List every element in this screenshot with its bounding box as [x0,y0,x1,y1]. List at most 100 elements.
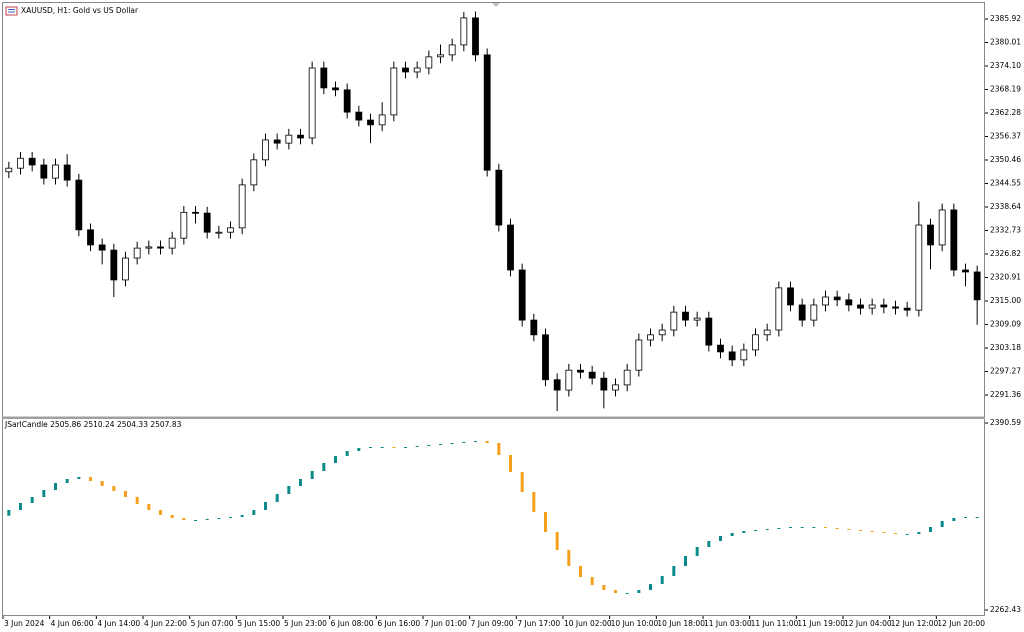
candle-body [147,503,151,510]
candle-body [964,516,967,518]
candle-body [122,257,129,281]
candle-body [378,114,386,126]
candle-body [588,371,596,379]
candle-body [285,134,293,144]
candle-body [917,531,921,534]
candle-body [868,304,876,309]
candle-body [205,518,209,520]
candle-body [695,546,699,556]
candle-body [590,576,594,585]
candle-body [474,441,477,443]
y-tick-label: 2326.82 [990,249,1021,258]
symbol-icon [5,6,18,16]
candle-body [100,480,104,486]
candle-body [110,249,118,281]
candle-body [719,535,722,541]
candle-body [460,17,468,46]
plot-frame [2,2,985,616]
y-tick-label: 2309.09 [990,320,1021,329]
candle-body [705,317,713,346]
candle-body [497,443,501,455]
candle-body [530,319,538,336]
candle-body [542,334,549,381]
candle-body [847,528,851,530]
candle-body [124,490,127,497]
candle-body [637,589,641,593]
candle-body [437,54,444,58]
candle-body [262,139,269,161]
candle-body [299,479,302,486]
x-tick-label: 4 Jun 06:00 [51,619,94,628]
candle-body [812,526,816,528]
candle-body [217,517,221,519]
symbol-title: XAUUSD, H1: Gold vs US Dollar [21,6,139,15]
candle-body [915,224,923,311]
candle-body [658,329,666,336]
candle-body [717,344,724,353]
x-tick-label: 7 Jun 17:00 [517,619,560,628]
candle-body [940,520,944,527]
candle-body [670,311,678,331]
x-tick-label: 12 Jun 04:00 [844,619,892,628]
candle-body [845,299,853,306]
candle-body [157,246,164,249]
candle-body [579,565,582,577]
candle-body [684,555,687,566]
candle-body [229,516,232,518]
candle-body [215,231,223,234]
candle-body [742,530,746,533]
candle-body [273,139,281,144]
candle-body [227,227,234,233]
candle-body [952,517,956,521]
candle-body [903,307,911,311]
y-tick-label: 2320.91 [990,273,1021,282]
candle-body [544,511,547,532]
y-tick-label: 2390.59 [990,418,1021,427]
candle-body [182,517,186,520]
candle-body [775,287,783,331]
candle-body [17,157,24,169]
candle-body [789,526,792,528]
candle-body [835,527,839,529]
candle-body [112,485,116,491]
candle-body [40,164,48,179]
y-tick-label: 2303.18 [990,343,1021,352]
candle-body [135,496,139,504]
y-tick-label: 2291.36 [990,390,1021,399]
y-tick-label: 2374.10 [990,61,1021,70]
candle-body [322,462,326,471]
candle-body [754,529,757,531]
candle-body [250,159,258,186]
x-tick-label: 4 Jun 22:00 [144,619,187,628]
y-tick-label: 2332.73 [990,225,1021,234]
candle-body [308,67,316,139]
candle-body [660,575,664,584]
candle-body [859,529,862,531]
candle-body [730,532,734,536]
candle-body [345,450,349,456]
candle-body [495,169,503,226]
candle-body [413,67,421,73]
indicator-title: JSarlCandle 2505.86 2510.24 2504.33 2507… [4,420,182,429]
candle-body [647,334,654,341]
candle-body [390,67,398,116]
candle-body [938,209,946,246]
candle-body [752,334,759,351]
candle-body [427,445,431,447]
candle-body [7,509,11,516]
candle-body [777,527,781,529]
y-tick-label: 2362.28 [990,108,1021,117]
x-tick-label: 10 Jun 10:00 [611,619,659,628]
x-tick-label: 6 Jun 16:00 [377,619,420,628]
candle-body [555,531,559,550]
candle-body [77,477,81,480]
candle-body [485,441,489,444]
x-tick-label: 12 Jun 20:00 [937,619,985,628]
y-tick-label: 2338.64 [990,202,1021,211]
candle-body [145,246,153,249]
y-tick-label: 2350.46 [990,155,1021,164]
candle-body [89,477,92,481]
candle-body [133,247,141,259]
candle-body [75,179,83,231]
